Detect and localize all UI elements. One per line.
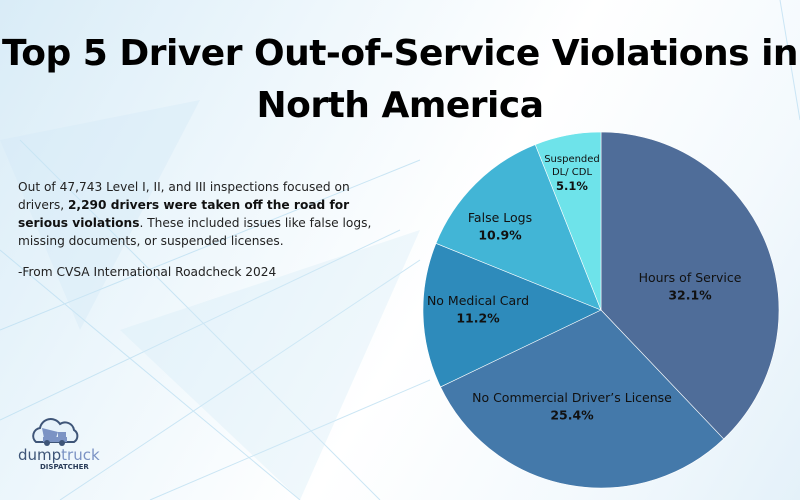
slice-value-1: 25.4% [550,408,594,423]
pie-slice-4 [534,131,602,311]
slice-label-4: Suspended DL/ CDL [544,154,600,178]
slice-label-3: False Logs [468,210,532,225]
pie-slice-2 [422,242,602,388]
title-line-2: North America [256,85,544,126]
chart-title: Top 5 Driver Out-of-Service Violations i… [0,28,800,132]
slice-value-0: 32.1% [668,288,712,303]
description-text: Out of 47,743 Level I, II, and III inspe… [18,178,388,250]
slice-value-2: 11.2% [456,311,500,326]
title-line-1: Top 5 Driver Out-of-Service Violations i… [1,33,799,74]
svg-text:dumptruck: dumptruck [18,446,100,464]
pie-slice-1 [440,309,725,489]
slice-value-3: 10.9% [478,228,522,243]
pie-slice-3 [435,144,602,311]
slice-label-2: No Medical Card [427,293,529,308]
slice-label-1: No Commercial Driver’s License [472,390,672,405]
description-part-2: . These included issues like false logs,… [18,216,372,248]
description-part-1: Out of 47,743 Level I, II, and III inspe… [18,180,350,212]
slice-label-0: Hours of Service [639,270,742,285]
slice-value-4: 5.1% [556,179,588,193]
pie-slice-0 [600,131,780,440]
source-text: -From CVSA International Roadcheck 2024 [18,265,277,279]
dumptruck-dispatcher-logo: dumptruck DISPATCHER [18,418,100,471]
svg-text:DISPATCHER: DISPATCHER [40,463,89,471]
description-bold: 2,290 drivers were taken off the road fo… [18,198,350,230]
